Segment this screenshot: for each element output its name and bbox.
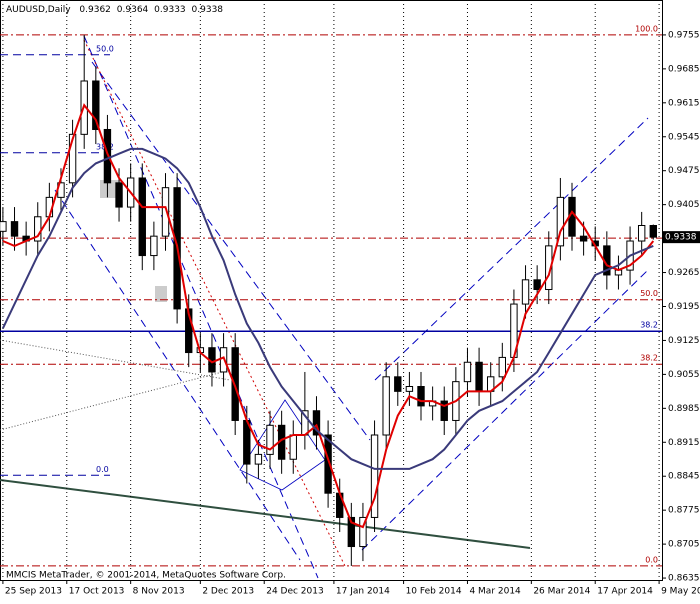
level-label: 50.0 [96,44,114,53]
x-tick-label: 9 May 2014 [661,587,700,597]
candle-body [0,221,7,232]
candle-body [254,453,263,465]
candle-body [463,361,472,383]
candle-body [394,376,402,392]
candle-body [440,400,448,421]
moving-average [2,103,655,529]
ohlc-open: 0.9362 [79,5,111,15]
candle-body [150,235,158,257]
candle-body [637,225,646,242]
trend-line [0,479,531,549]
ohlc-close: 0.9338 [192,5,224,15]
x-tick-label: 4 Mar 2014 [469,587,521,597]
candle-body [347,516,356,548]
candle-body [521,279,530,305]
grid [2,0,660,580]
candle-body [405,386,414,392]
level-label: 0.0 [645,555,658,564]
candle-body [138,177,146,257]
x-tick-label: 26 Mar 2014 [533,587,590,597]
candle-body [115,182,123,208]
y-tick-label: 0.8705 [668,540,700,550]
y-tick-label: 0.9055 [668,370,700,380]
ohlc-low: 0.9333 [154,5,186,15]
candle-body [370,434,379,518]
ohlc-high: 0.9364 [117,5,149,15]
moving-average [1,147,654,470]
y-tick-label: 0.9685 [668,64,700,74]
candle-body [324,434,332,494]
y-tick-label: 0.9125 [668,336,700,346]
candle-body [382,376,390,436]
candle-body [556,196,565,247]
y-tick-label: 0.9755 [668,30,700,40]
x-tick-label: 17 Oct 2013 [69,587,125,597]
x-tick-label: 24 Dec 2013 [266,587,324,597]
channel-line [83,35,319,579]
price-label: 0.9338 [665,233,697,243]
x-tick-label: 17 Jan 2014 [336,587,390,597]
y-tick-label: 0.8635 [668,574,700,584]
chart-header: AUDUSD,Daily 0.9362 0.9364 0.9333 0.9338 [6,5,223,15]
candle-body [579,235,588,242]
level-label: 38.2 [640,321,658,330]
candle-body [68,133,77,184]
candle-body [10,221,19,237]
x-tick-label: 17 Apr 2014 [597,587,653,597]
symbol: AUDUSD,Daily [6,5,71,15]
level-label: 100.0 [635,24,658,33]
trend-line [0,369,231,431]
y-tick-label: 0.9265 [668,268,700,278]
channel-line [361,269,649,551]
candle-body [417,386,425,407]
level-label: 50.0 [640,289,658,298]
candle-body [649,225,657,238]
x-tick-label: 25 Sep 2013 [5,587,62,597]
y-tick-label: 0.9545 [668,132,700,142]
x-tick-label: 2 Dec 2013 [202,587,254,597]
price-label-box [662,231,700,244]
candle-body [289,434,297,460]
y-tick-label: 0.9615 [668,98,700,108]
y-tick-label: 0.9195 [668,302,700,312]
y-tick-label: 0.8775 [668,506,700,516]
candle-body [161,187,170,237]
y-tick-label: 0.8985 [668,404,700,414]
channel-line [91,61,371,441]
x-tick-label: 10 Feb 2014 [406,587,462,597]
candle-body [312,410,321,436]
y-tick-label: 0.9475 [668,166,700,176]
candle-body [545,245,553,291]
level-label: 0.0 [96,465,109,474]
y-tick-label: 0.8915 [668,438,700,448]
candle-body [498,356,507,378]
y-tick-label: 0.9405 [668,200,700,210]
candle-body [92,80,100,130]
x-tick-label: 8 Nov 2013 [133,587,185,597]
candle-body [266,424,274,455]
candle-body [475,361,483,392]
y-tick-label: 0.8845 [668,472,700,482]
candle-body [359,516,367,548]
channel-line [374,117,649,381]
channel-line [54,189,301,561]
footer: MMCIS MetaTrader, © 2001-2014, MetaQuote… [6,571,286,581]
candle-body [533,279,541,291]
highlight-box [155,286,167,302]
level-label: 38.2 [640,354,658,363]
